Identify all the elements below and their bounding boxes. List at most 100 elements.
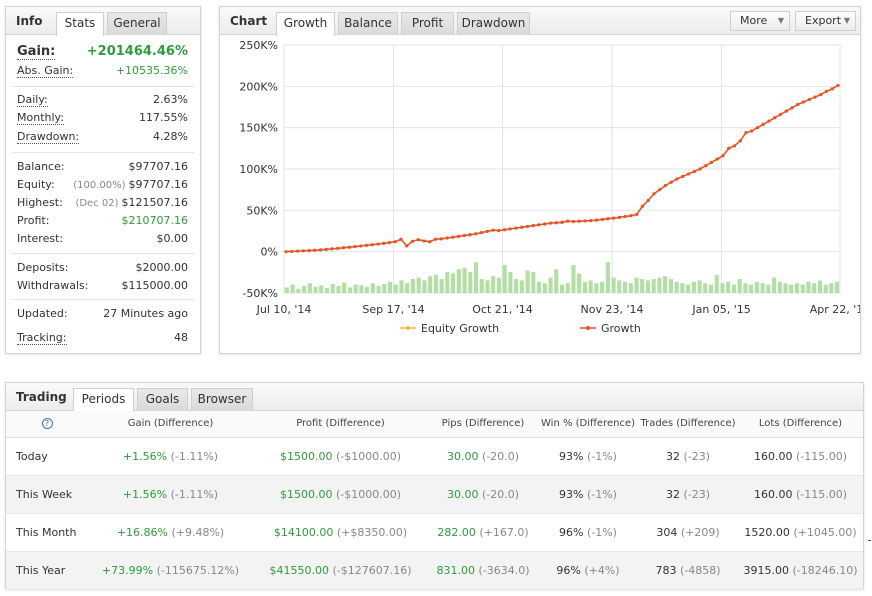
table-cell: 160.00 (-115.00) [738, 437, 863, 476]
growth-point [451, 235, 455, 239]
chart-tabbar: Chart Growth Balance Profit Drawdown Mor… [220, 7, 860, 36]
growth-point [359, 244, 363, 248]
gain-value: +201464.46% [86, 44, 188, 59]
win-diff: (-1%) [586, 487, 617, 501]
abs-gain-label[interactable]: Abs. Gain: [17, 64, 74, 78]
lots-cell: 160.00 [753, 487, 793, 501]
growth-point [807, 97, 811, 102]
growth-point [336, 246, 340, 250]
volume-bar [548, 277, 553, 293]
gain-row: Gain: +201464.46% [17, 44, 188, 64]
tab-drawdown[interactable]: Drawdown [457, 12, 530, 35]
drawdown-label[interactable]: Drawdown: [17, 130, 80, 144]
growth-point [318, 248, 323, 252]
gain-label[interactable]: Gain: [17, 44, 56, 60]
monthly-label[interactable]: Monthly: [17, 111, 64, 125]
table-cell: 3915.00 (-18246.10) [738, 551, 863, 590]
tab-stats[interactable]: Stats [56, 12, 104, 36]
x-tick-label: Apr 22, '15 [810, 303, 860, 316]
info-panel: Info Stats General Gain: +201464.46% Abs… [5, 6, 201, 354]
table-cell: $41550.00 (-$127607.16) [253, 551, 428, 590]
highest-date: (Dec 02) [75, 198, 119, 209]
x-tick-label: Nov 23, '14 [581, 303, 644, 316]
volume-bar [370, 283, 375, 293]
volume-bar [508, 272, 513, 293]
pips-diff: (-20.0) [481, 487, 520, 501]
chart-title: Chart [230, 14, 268, 28]
export-dropdown[interactable]: Export ▼ [795, 11, 856, 31]
legend-equity-growth[interactable]: Equity Growth [421, 322, 499, 335]
table-cell: $14100.00 (+$8350.00) [253, 513, 428, 552]
balance-row: Balance: $97707.16 [17, 160, 188, 176]
trades-cell: 304 [656, 525, 678, 539]
volume-bar [651, 279, 656, 293]
col-win: Win % (Difference) [538, 411, 638, 438]
volume-bar [726, 281, 731, 293]
tab-growth[interactable]: Growth [276, 12, 335, 36]
growth-point [606, 217, 610, 221]
profit-cell: $14100.00 [273, 525, 334, 539]
growth-chart: 250K% 200K% 150K% 100K% 50K% 0% -50K% Jul 10, … [239, 39, 860, 335]
tab-balance[interactable]: Balance [338, 12, 398, 35]
growth-point [681, 174, 685, 179]
growth-point [491, 228, 495, 232]
tab-periods[interactable]: Periods [73, 388, 134, 412]
tab-profit[interactable]: Profit [401, 12, 454, 35]
growth-point [704, 164, 708, 168]
trades-diff: (-23) [683, 487, 711, 501]
volume-bar [812, 283, 817, 293]
table-cell: $1500.00 (-$1000.00) [253, 437, 428, 476]
divider [12, 253, 194, 254]
trades-cell: 783 [655, 563, 677, 577]
growth-point [629, 214, 633, 218]
volume-bar [336, 286, 341, 293]
table-cell: 96% (+4%) [538, 551, 638, 590]
volume-bar [416, 277, 421, 293]
win-cell: 93% [559, 449, 584, 463]
volume-bar [594, 283, 599, 293]
growth-point [456, 234, 461, 238]
growth-point [824, 89, 829, 93]
volume-bar [657, 277, 662, 293]
volume-bar [462, 267, 467, 293]
volume-bar [703, 283, 708, 293]
growth-point [468, 233, 472, 237]
legend-equity-dot [406, 326, 410, 330]
table-cell: 783 (-4858) [638, 551, 738, 590]
daily-label[interactable]: Daily: [17, 93, 48, 107]
volume-bar [353, 284, 358, 293]
tab-general[interactable]: General [107, 12, 167, 35]
more-dropdown[interactable]: More ▼ [730, 11, 790, 31]
interest-row: Interest: $0.00 [17, 232, 188, 248]
growth-point [520, 225, 524, 229]
tab-browser[interactable]: Browser [191, 388, 253, 411]
trading-panel: Trading Periods Goals Browser ? Gain (Di… [5, 382, 864, 590]
table-row: This Month +16.86% (+9.48%) $14100.00 (+$8… [6, 513, 863, 552]
volume-bar [342, 282, 347, 293]
table-cell: 282.00 (+167.0) [428, 513, 538, 552]
legend-growth[interactable]: Growth [601, 322, 641, 335]
growth-point [422, 239, 426, 243]
volume-bar [645, 280, 651, 293]
profit-diff: (+$8350.00) [336, 525, 408, 539]
legend-growth-dot [586, 326, 590, 330]
volume-bar [708, 284, 714, 293]
growth-point [773, 116, 777, 120]
volume-bar [823, 284, 828, 293]
periods-table: ? Gain (Difference) Profit (Difference) … [6, 411, 863, 590]
growth-point [405, 244, 409, 248]
growth-point [617, 215, 622, 219]
table-row: This Week +1.56% (-1.11%) $1500.00 (-$1000… [6, 475, 863, 514]
highest-value: (Dec 02) $121507.16 [75, 196, 188, 209]
chevron-down-icon: ▼ [843, 16, 850, 25]
volume-bar [611, 277, 616, 293]
tracking-link[interactable]: Tracking: [17, 331, 67, 345]
growth-point [543, 222, 547, 226]
table-cell: This Week [6, 475, 88, 514]
growth-point [738, 139, 742, 143]
table-cell: +16.86% (+9.48%) [88, 513, 253, 552]
help-icon[interactable]: ? [41, 418, 53, 430]
lots-diff: (-18246.10) [792, 563, 858, 577]
growth-point [686, 172, 691, 176]
tab-goals[interactable]: Goals [137, 388, 188, 411]
